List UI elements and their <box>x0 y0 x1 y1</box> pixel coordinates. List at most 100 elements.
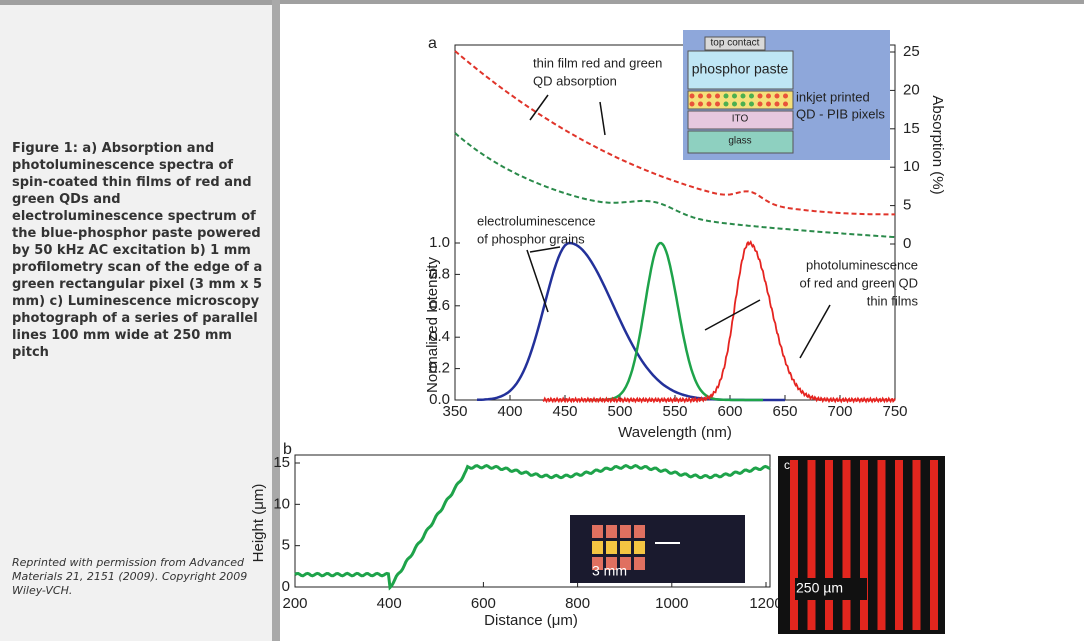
y2-tick-label: 0 <box>903 235 911 252</box>
stripe <box>895 460 903 630</box>
y2-axis-label: Absorption (%) <box>929 95 946 194</box>
y-axis-label: Normalized Intensity <box>424 257 441 393</box>
pixel <box>592 557 603 570</box>
panel-label: c <box>784 458 790 472</box>
layer <box>704 36 766 51</box>
stripe <box>790 460 798 630</box>
pixel <box>634 557 645 570</box>
qd-dot <box>698 101 703 107</box>
qd-dot <box>706 93 712 99</box>
pixel <box>634 541 645 554</box>
y-tick-label: 0.6 <box>429 297 450 314</box>
x-tick-label: 500 <box>607 403 632 420</box>
inset-label: QD - PIB pixels <box>796 106 885 121</box>
caption-credit: Reprinted with permission from Advanced … <box>12 556 248 597</box>
y2-tick-label: 25 <box>903 43 920 60</box>
qd-dot <box>723 101 729 107</box>
qd-dot <box>749 101 754 107</box>
qd-dot <box>766 93 771 99</box>
x-tick-label: 650 <box>772 403 797 420</box>
stripe <box>842 460 851 630</box>
inset-label: inkjet printed <box>796 89 870 104</box>
qd-dot <box>757 101 763 107</box>
panel-label: a <box>428 35 437 52</box>
layer <box>687 110 794 130</box>
plot-frame <box>294 454 771 588</box>
pixel <box>634 525 645 538</box>
pixel <box>620 557 631 570</box>
arrow <box>599 101 606 136</box>
y2-tick-label: 10 <box>903 158 920 175</box>
qd-dot <box>689 101 695 107</box>
y-tick-label: 0.4 <box>429 328 450 345</box>
x-tick-label: 550 <box>662 403 687 420</box>
qd-dot <box>689 93 695 99</box>
panel-label: b <box>283 441 292 458</box>
stripe <box>807 460 816 630</box>
pixel <box>592 541 603 554</box>
x-tick-label: 600 <box>471 595 496 612</box>
pl-red <box>542 239 896 404</box>
layer-label: top contact <box>711 38 760 49</box>
annotation: electroluminescence <box>477 213 596 228</box>
y2-tick-label: 20 <box>903 81 920 98</box>
top-border <box>280 0 1084 4</box>
layer-label: glass <box>728 136 751 147</box>
x-tick-label: 450 <box>552 403 577 420</box>
y-tick-label: 1.0 <box>429 234 450 251</box>
annotation: of red and green QD <box>799 275 918 290</box>
y2-tick-label: 5 <box>903 197 911 214</box>
layer <box>687 50 794 90</box>
qd-dot <box>783 93 788 99</box>
qd-dot <box>715 93 720 99</box>
y-tick-label: 15 <box>273 454 290 471</box>
annotation: thin films <box>867 293 919 308</box>
qd-dot <box>732 101 737 107</box>
annotation: of phosphor grains <box>477 231 585 246</box>
x-tick-label: 750 <box>882 403 907 420</box>
x-axis-label: Distance (μm) <box>484 612 578 629</box>
qd-dot <box>732 93 737 99</box>
layer <box>687 130 794 154</box>
qd-dot <box>723 93 729 99</box>
x-tick-label: 1200 <box>749 595 782 612</box>
qd-dot <box>715 101 720 107</box>
y2-tick-label: 15 <box>903 120 920 137</box>
caption-text: Figure 1: a) Absorption and photolumines… <box>12 141 263 360</box>
x-tick-label: 1000 <box>655 595 688 612</box>
arrow <box>529 94 549 121</box>
stripe <box>930 460 938 630</box>
pixel <box>620 541 631 554</box>
qd-dot <box>706 101 712 107</box>
qd-dot <box>740 101 746 107</box>
label-bg <box>795 578 867 600</box>
x-tick-label: 700 <box>827 403 852 420</box>
absorption-green <box>454 132 896 239</box>
pixel <box>620 525 631 538</box>
y-tick-label: 0.8 <box>429 265 450 282</box>
x-axis-label: Wavelength (nm) <box>618 424 732 441</box>
pl-green <box>587 241 763 402</box>
y-tick-label: 0.0 <box>429 391 450 408</box>
stripe <box>877 460 886 630</box>
arrow <box>529 246 561 253</box>
stripe <box>825 460 833 630</box>
annotation: QD absorption <box>533 73 617 88</box>
qd-dot <box>774 101 780 107</box>
qd-dot <box>698 93 703 99</box>
pixel <box>606 541 617 554</box>
y-tick-label: 5 <box>282 537 290 554</box>
x-tick-label: 400 <box>497 403 522 420</box>
scale-bar-label: 3 mm <box>592 563 627 579</box>
x-tick-label: 600 <box>717 403 742 420</box>
pixel <box>592 525 603 538</box>
qd-dot <box>783 101 788 107</box>
divider <box>272 0 280 641</box>
pixel <box>606 525 617 538</box>
arrow <box>526 249 549 313</box>
y-tick-label: 10 <box>273 495 290 512</box>
x-tick-label: 800 <box>565 595 590 612</box>
qd-dot <box>757 93 763 99</box>
x-tick-label: 200 <box>282 595 307 612</box>
